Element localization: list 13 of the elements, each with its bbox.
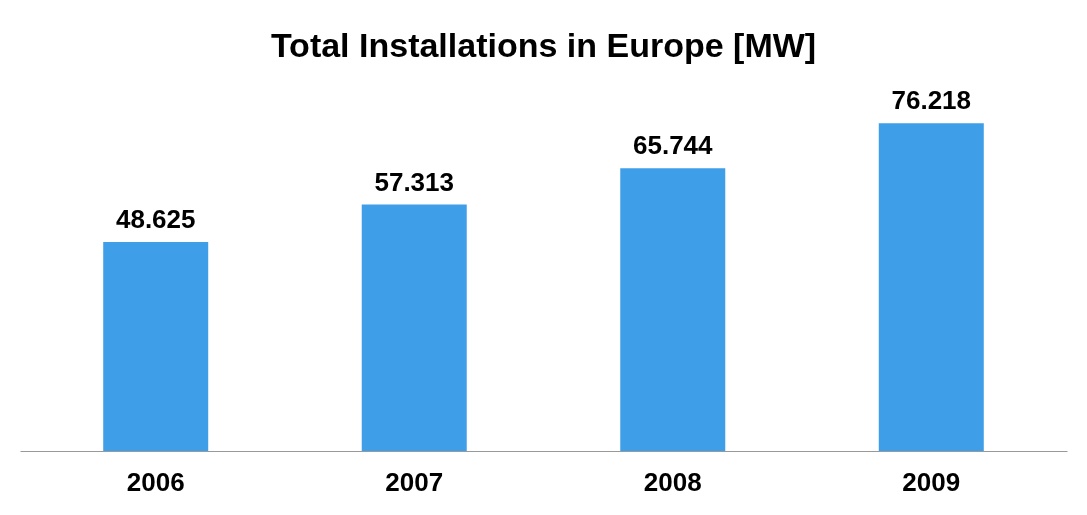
chart-title: Total Installations in Europe [MW] xyxy=(270,26,817,64)
x-tick-label: 2007 xyxy=(385,466,444,497)
bar xyxy=(878,123,984,451)
x-tick-label: 2008 xyxy=(643,466,702,497)
data-label: 48.625 xyxy=(115,203,196,234)
data-label: 57.313 xyxy=(374,166,455,197)
bar xyxy=(361,204,467,451)
x-tick-label: 2009 xyxy=(902,466,961,497)
bar xyxy=(103,241,209,451)
x-tick-label: 2006 xyxy=(126,466,185,497)
bar xyxy=(620,168,726,451)
data-label: 65.744 xyxy=(632,130,714,161)
data-label: 76.218 xyxy=(891,85,972,116)
